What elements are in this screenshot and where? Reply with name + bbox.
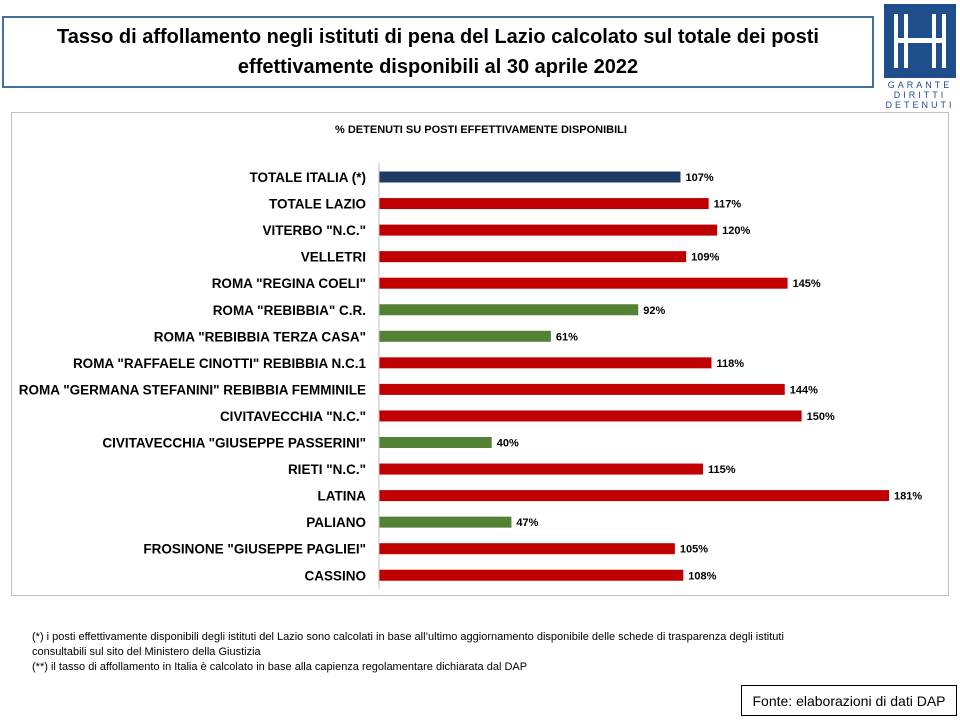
value-label: 107% xyxy=(685,172,713,184)
value-labels: 107% 117% 120% 109% 145% 92% 61% 118% 144% 150% 40… xyxy=(497,172,923,582)
bar xyxy=(379,490,889,502)
value-label: 40% xyxy=(497,438,519,450)
bar xyxy=(379,171,681,183)
category-label: LATINA xyxy=(318,489,367,504)
category-labels: TOTALE ITALIA (*) TOTALE LAZIO VITERBO "N.… xyxy=(19,170,367,583)
bar xyxy=(379,304,639,316)
source-text: Fonte: elaborazioni di dati DAP xyxy=(752,692,946,709)
bar xyxy=(379,410,802,422)
category-label: ROMA "REBIBBIA TERZA CASA" xyxy=(154,329,366,344)
bar xyxy=(379,330,551,342)
bar xyxy=(379,516,512,528)
value-label: 145% xyxy=(793,278,821,290)
logo-text-3: DETENUTI xyxy=(886,100,955,110)
footnote-3: (**) il tasso di affollamento in Italia … xyxy=(32,661,528,673)
category-label: ROMA "GERMANA STEFANINI" REBIBBIA FEMMIN… xyxy=(19,382,366,397)
value-label: 115% xyxy=(708,464,736,476)
category-label: VELLETRI xyxy=(301,250,366,265)
category-label: VITERBO "N.C." xyxy=(262,223,366,238)
footnote-1: (*) i posti effettivamente disponibili d… xyxy=(32,631,784,643)
bar xyxy=(379,437,492,448)
value-label: 120% xyxy=(722,225,750,237)
category-label: CIVITAVECCHIA "GIUSEPPE PASSERINI" xyxy=(102,436,366,451)
bar xyxy=(379,383,785,395)
category-label: CIVITAVECCHIA "N.C." xyxy=(220,409,366,424)
value-label: 61% xyxy=(556,331,578,343)
category-label: TOTALE LAZIO xyxy=(269,197,366,212)
page-title-line1: Tasso di affollamento negli istituti di … xyxy=(57,26,819,48)
value-label: 109% xyxy=(691,252,719,264)
bar xyxy=(379,543,675,555)
bar xyxy=(379,198,709,210)
title-box: Tasso di affollamento negli istituti di … xyxy=(2,16,874,88)
footnotes: (*) i posti effettivamente disponibili d… xyxy=(32,630,932,675)
bar xyxy=(379,251,687,263)
chart-panel: % DETENUTI SU POSTI EFFETTIVAMENTE DISPO… xyxy=(11,112,949,596)
garante-logo: GARANTE DIRITTI DETENUTI xyxy=(882,2,958,110)
chart-title: % DETENUTI SU POSTI EFFETTIVAMENTE DISPO… xyxy=(335,124,627,136)
bars xyxy=(379,171,889,581)
value-label: 117% xyxy=(714,199,742,211)
bar xyxy=(379,277,788,289)
bar xyxy=(379,357,712,369)
value-label: 181% xyxy=(894,491,922,503)
footnote-2: consultabili sul sito del Ministero dell… xyxy=(32,646,261,658)
category-label: ROMA "RAFFAELE CINOTTI" REBIBBIA N.C.1 xyxy=(73,356,367,371)
category-label: TOTALE ITALIA (*) xyxy=(250,170,366,185)
page-title-line2: effettivamente disponibili al 30 aprile … xyxy=(237,56,639,78)
logo-text-2: DIRITTI xyxy=(894,90,947,100)
category-label: ROMA "REBIBBIA" C.R. xyxy=(213,303,366,318)
value-label: 144% xyxy=(790,384,818,396)
value-label: 47% xyxy=(516,517,538,529)
bar-chart: % DETENUTI SU POSTI EFFETTIVAMENTE DISPO… xyxy=(19,124,923,589)
value-label: 118% xyxy=(716,358,744,370)
logo-text-1: GARANTE xyxy=(888,80,953,90)
bar xyxy=(379,463,704,475)
value-label: 92% xyxy=(643,305,665,317)
category-label: CASSINO xyxy=(304,568,366,583)
value-label: 105% xyxy=(680,544,708,556)
value-label: 150% xyxy=(807,411,835,423)
category-label: PALIANO xyxy=(306,515,366,530)
value-label: 108% xyxy=(688,570,716,582)
logo-bars-icon xyxy=(894,14,946,68)
bar xyxy=(379,224,718,236)
source-box: Fonte: elaborazioni di dati DAP xyxy=(741,685,957,716)
category-label: FROSINONE "GIUSEPPE PAGLIEI" xyxy=(143,542,366,557)
bar xyxy=(379,569,684,581)
category-label: RIETI "N.C." xyxy=(288,462,366,477)
category-label: ROMA "REGINA COELI" xyxy=(212,276,366,291)
